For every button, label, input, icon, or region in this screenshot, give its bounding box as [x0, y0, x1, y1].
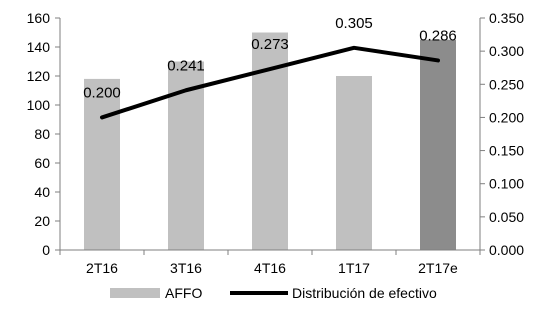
y-left-tick-label: 80 [34, 126, 50, 142]
x-tick-label: 4T16 [254, 260, 286, 276]
axes: 0 20 40 60 80 100 120 140 160 0.000 0.050 0.100 0.15… [27, 10, 525, 276]
y-left-tick-label: 140 [27, 39, 51, 55]
y-right-tick-label: 0.250 [489, 76, 524, 92]
y-right-tick-label: 0.100 [489, 176, 524, 192]
y-right-tick-label: 0.150 [489, 143, 524, 159]
bar [420, 39, 456, 250]
y-left-tick-label: 120 [27, 68, 51, 84]
legend-label-affo: AFFO [165, 285, 202, 301]
x-tick-label: 2T17e [418, 260, 458, 276]
x-tick-label: 2T16 [86, 260, 118, 276]
y-right-tick-label: 0.050 [489, 209, 524, 225]
data-label: 0.286 [419, 27, 457, 44]
legend-swatch-affo [110, 288, 160, 298]
y-right-tick-label: 0.300 [489, 43, 524, 59]
y-right-tick-label: 0.350 [489, 10, 524, 26]
data-label: 0.241 [167, 57, 205, 74]
data-label: 0.273 [251, 36, 289, 53]
line-series-distribution: 0.200 0.241 0.273 0.305 0.286 [83, 15, 457, 120]
bar [336, 76, 372, 250]
y-left-tick-label: 100 [27, 97, 51, 113]
y-right-tick-label: 0.200 [489, 109, 524, 125]
bar [84, 78, 120, 251]
data-label: 0.200 [83, 84, 121, 101]
legend-label-distribution: Distribución de efectivo [292, 285, 437, 301]
y-left-tick-label: 20 [34, 213, 50, 229]
x-tick-label: 3T16 [170, 260, 202, 276]
distribution-line [100, 45, 440, 120]
y-left-tick-label: 60 [34, 155, 50, 171]
legend: AFFO Distribución de efectivo [110, 285, 437, 301]
bar-series-affo [84, 32, 456, 251]
y-left-tick-label: 160 [27, 10, 51, 26]
y-left-tick-label: 0 [42, 242, 50, 258]
y-right-tick-label: 0.000 [489, 242, 524, 258]
data-label: 0.305 [335, 15, 373, 32]
y-left-tick-label: 40 [34, 184, 50, 200]
x-tick-label: 1T17 [338, 260, 370, 276]
